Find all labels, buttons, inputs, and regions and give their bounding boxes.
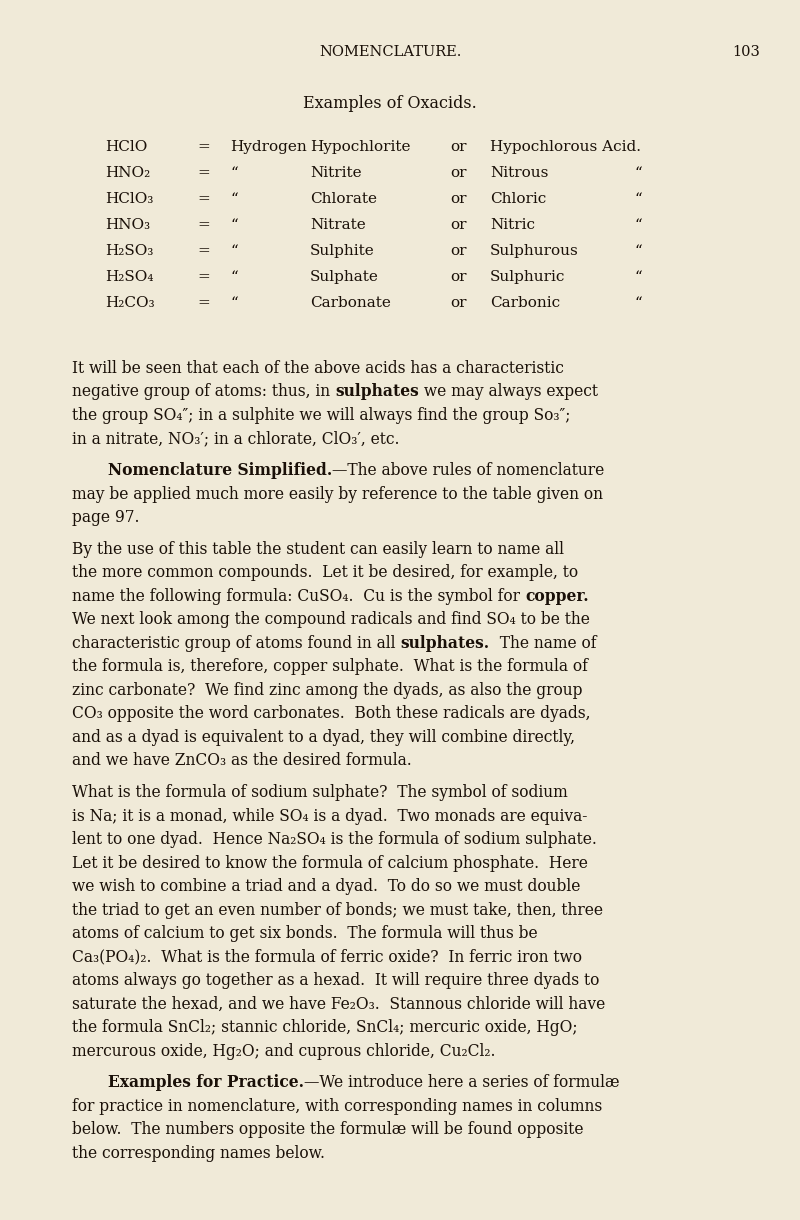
Text: the triad to get an even number of bonds; we must take, then, three: the triad to get an even number of bonds… xyxy=(72,902,603,919)
Text: =: = xyxy=(197,218,210,232)
Text: lent to one dyad.  Hence Na₂SO₄ is the formula of sodium sulphate.: lent to one dyad. Hence Na₂SO₄ is the fo… xyxy=(72,831,597,848)
Text: Nomenclature Simplified.: Nomenclature Simplified. xyxy=(108,462,332,479)
Text: “: “ xyxy=(635,296,642,310)
Text: Hydrogen: Hydrogen xyxy=(230,140,306,154)
Text: the more common compounds.  Let it be desired, for example, to: the more common compounds. Let it be des… xyxy=(72,565,578,582)
Text: =: = xyxy=(197,244,210,257)
Text: or: or xyxy=(450,192,466,206)
Text: Nitric: Nitric xyxy=(490,218,535,232)
Text: Let it be desired to know the formula of calcium phosphate.  Here: Let it be desired to know the formula of… xyxy=(72,855,588,871)
Text: we wish to combine a triad and a dyad.  To do so we must double: we wish to combine a triad and a dyad. T… xyxy=(72,878,580,895)
Text: “: “ xyxy=(230,270,238,284)
Text: “: “ xyxy=(635,244,642,257)
Text: is Na; it is a monad, while SO₄ is a dyad.  Two monads are equiva-: is Na; it is a monad, while SO₄ is a dya… xyxy=(72,808,587,825)
Text: Ca₃(PO₄)₂.  What is the formula of ferric oxide?  In ferric iron two: Ca₃(PO₄)₂. What is the formula of ferric… xyxy=(72,949,582,966)
Text: It will be seen that each of the above acids has a characteristic: It will be seen that each of the above a… xyxy=(72,360,564,377)
Text: in a nitrate, NO₃′; in a chlorate, ClO₃′, etc.: in a nitrate, NO₃′; in a chlorate, ClO₃′… xyxy=(72,431,399,448)
Text: or: or xyxy=(450,270,466,284)
Text: Sulphate: Sulphate xyxy=(310,270,379,284)
Text: Chlorate: Chlorate xyxy=(310,192,377,206)
Text: H₂SO₃: H₂SO₃ xyxy=(105,244,154,257)
Text: =: = xyxy=(197,296,210,310)
Text: page 97.: page 97. xyxy=(72,509,139,526)
Text: or: or xyxy=(450,296,466,310)
Text: Sulphite: Sulphite xyxy=(310,244,374,257)
Text: CO₃ opposite the word carbonates.  Both these radicals are dyads,: CO₃ opposite the word carbonates. Both t… xyxy=(72,705,590,722)
Text: the formula SnCl₂; stannic chloride, SnCl₄; mercuric oxide, HgO;: the formula SnCl₂; stannic chloride, SnC… xyxy=(72,1019,578,1036)
Text: for practice in nomenclature, with corresponding names in columns: for practice in nomenclature, with corre… xyxy=(72,1098,602,1115)
Text: Nitrite: Nitrite xyxy=(310,166,362,181)
Text: “: “ xyxy=(635,218,642,232)
Text: Hypochlorous Acid.: Hypochlorous Acid. xyxy=(490,140,641,154)
Text: Chloric: Chloric xyxy=(490,192,546,206)
Text: HClO: HClO xyxy=(105,140,147,154)
Text: sulphates.: sulphates. xyxy=(400,634,490,651)
Text: The name of: The name of xyxy=(490,634,596,651)
Text: name the following formula: CuSO₄.  Cu is the symbol for: name the following formula: CuSO₄. Cu is… xyxy=(72,588,525,605)
Text: the formula is, therefore, copper sulphate.  What is the formula of: the formula is, therefore, copper sulpha… xyxy=(72,659,588,676)
Text: “: “ xyxy=(635,270,642,284)
Text: below.  The numbers opposite the formulæ will be found opposite: below. The numbers opposite the formulæ … xyxy=(72,1121,583,1138)
Text: zinc carbonate?  We find zinc among the dyads, as also the group: zinc carbonate? We find zinc among the d… xyxy=(72,682,582,699)
Text: and as a dyad is equivalent to a dyad, they will combine directly,: and as a dyad is equivalent to a dyad, t… xyxy=(72,730,575,745)
Text: the corresponding names below.: the corresponding names below. xyxy=(72,1144,325,1161)
Text: =: = xyxy=(197,192,210,206)
Text: atoms of calcium to get six bonds.  The formula will thus be: atoms of calcium to get six bonds. The f… xyxy=(72,925,538,942)
Text: —We introduce here a series of formulæ: —We introduce here a series of formulæ xyxy=(304,1075,619,1092)
Text: By the use of this table the student can easily learn to name all: By the use of this table the student can… xyxy=(72,540,564,558)
Text: saturate the hexad, and we have Fe₂O₃.  Stannous chloride will have: saturate the hexad, and we have Fe₂O₃. S… xyxy=(72,996,606,1013)
Text: may be applied much more easily by reference to the table given on: may be applied much more easily by refer… xyxy=(72,486,603,503)
Text: Hypochlorite: Hypochlorite xyxy=(310,140,410,154)
Text: sulphates: sulphates xyxy=(335,383,418,400)
Text: or: or xyxy=(450,166,466,181)
Text: negative group of atoms: thus, in: negative group of atoms: thus, in xyxy=(72,383,335,400)
Text: HNO₂: HNO₂ xyxy=(105,166,150,181)
Text: “: “ xyxy=(230,244,238,257)
Text: or: or xyxy=(450,218,466,232)
Text: 103: 103 xyxy=(732,45,760,59)
Text: HNO₃: HNO₃ xyxy=(105,218,150,232)
Text: “: “ xyxy=(635,166,642,181)
Text: Examples for Practice.: Examples for Practice. xyxy=(108,1075,304,1092)
Text: Nitrous: Nitrous xyxy=(490,166,548,181)
Text: What is the formula of sodium sulphate?  The symbol of sodium: What is the formula of sodium sulphate? … xyxy=(72,784,568,802)
Text: =: = xyxy=(197,270,210,284)
Text: “: “ xyxy=(635,192,642,206)
Text: mercurous oxide, Hg₂O; and cuprous chloride, Cu₂Cl₂.: mercurous oxide, Hg₂O; and cuprous chlor… xyxy=(72,1043,495,1060)
Text: H₂CO₃: H₂CO₃ xyxy=(105,296,154,310)
Text: Sulphuric: Sulphuric xyxy=(490,270,566,284)
Text: —The above rules of nomenclature: —The above rules of nomenclature xyxy=(332,462,605,479)
Text: Sulphurous: Sulphurous xyxy=(490,244,578,257)
Text: or: or xyxy=(450,140,466,154)
Text: “: “ xyxy=(230,166,238,181)
Text: or: or xyxy=(450,244,466,257)
Text: We next look among the compound radicals and find SO₄ to be the: We next look among the compound radicals… xyxy=(72,611,590,628)
Text: “: “ xyxy=(230,192,238,206)
Text: Carbonic: Carbonic xyxy=(490,296,560,310)
Text: “: “ xyxy=(230,218,238,232)
Text: atoms always go together as a hexad.  It will require three dyads to: atoms always go together as a hexad. It … xyxy=(72,972,599,989)
Text: Nitrate: Nitrate xyxy=(310,218,366,232)
Text: H₂SO₄: H₂SO₄ xyxy=(105,270,154,284)
Text: Examples of Oxacids.: Examples of Oxacids. xyxy=(303,95,477,112)
Text: characteristic group of atoms found in all: characteristic group of atoms found in a… xyxy=(72,634,400,651)
Text: NOMENCLATURE.: NOMENCLATURE. xyxy=(319,45,461,59)
Text: and we have ZnCO₃ as the desired formula.: and we have ZnCO₃ as the desired formula… xyxy=(72,753,412,770)
Text: the group SO₄″; in a sulphite we will always find the group So₃″;: the group SO₄″; in a sulphite we will al… xyxy=(72,407,570,425)
Text: HClO₃: HClO₃ xyxy=(105,192,154,206)
Text: copper.: copper. xyxy=(525,588,589,605)
Text: =: = xyxy=(197,140,210,154)
Text: we may always expect: we may always expect xyxy=(418,383,598,400)
Text: Carbonate: Carbonate xyxy=(310,296,391,310)
Text: =: = xyxy=(197,166,210,181)
Text: “: “ xyxy=(230,296,238,310)
